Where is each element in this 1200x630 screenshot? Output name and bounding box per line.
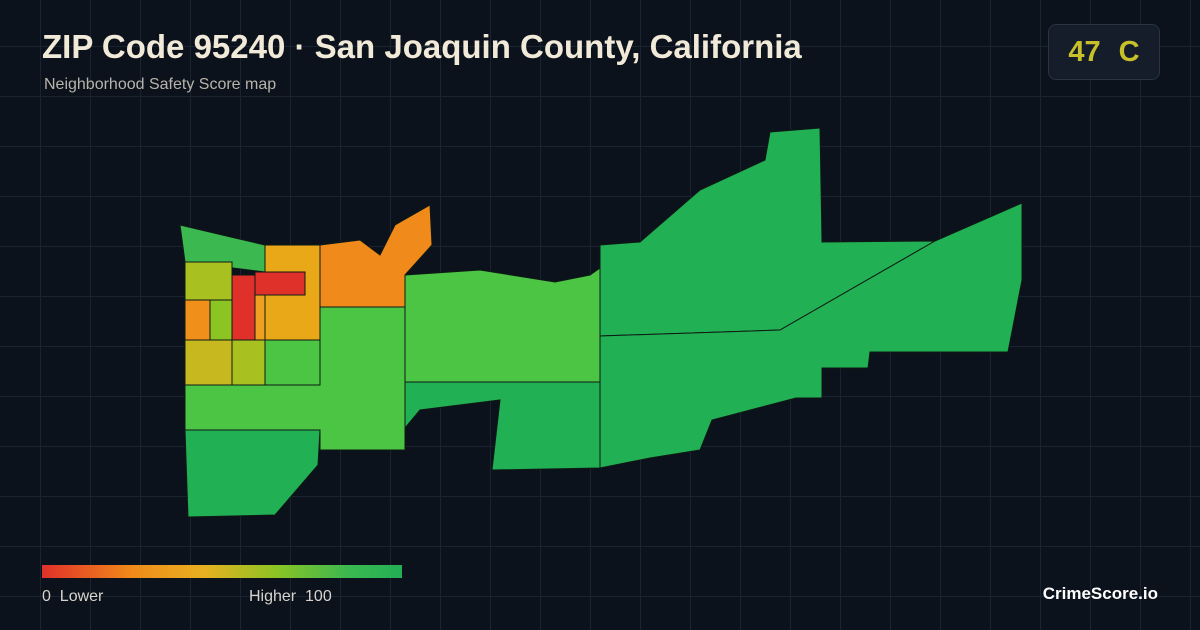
subtitle: Neighborhood Safety Score map xyxy=(44,76,277,93)
region xyxy=(404,381,601,471)
title: ZIP Code 95240 · San Joaquin County, Cal… xyxy=(42,28,802,65)
region xyxy=(184,429,321,518)
brand: CrimeScore.io xyxy=(1042,584,1158,603)
region xyxy=(319,204,433,308)
region xyxy=(254,271,306,296)
region xyxy=(184,299,211,341)
region xyxy=(184,261,233,301)
score-badge: 47 C xyxy=(1048,24,1160,80)
legend-max-value: 100 xyxy=(305,588,332,605)
legend-max: Higher 100 xyxy=(249,588,332,606)
region xyxy=(231,274,256,341)
legend-min-label: Lower xyxy=(59,588,104,605)
legend-min: 0 Lower xyxy=(42,588,103,606)
legend-max-label: Higher xyxy=(249,588,297,605)
score: 47 xyxy=(1068,35,1101,68)
region xyxy=(179,224,266,273)
region xyxy=(231,339,266,386)
legend-bar xyxy=(42,565,402,578)
region xyxy=(264,339,321,386)
legend-min-value: 0 xyxy=(42,588,51,605)
region xyxy=(184,339,233,386)
region xyxy=(254,294,266,341)
region xyxy=(209,299,233,341)
region xyxy=(599,202,1023,469)
grade: C xyxy=(1118,35,1140,68)
region xyxy=(404,267,601,383)
